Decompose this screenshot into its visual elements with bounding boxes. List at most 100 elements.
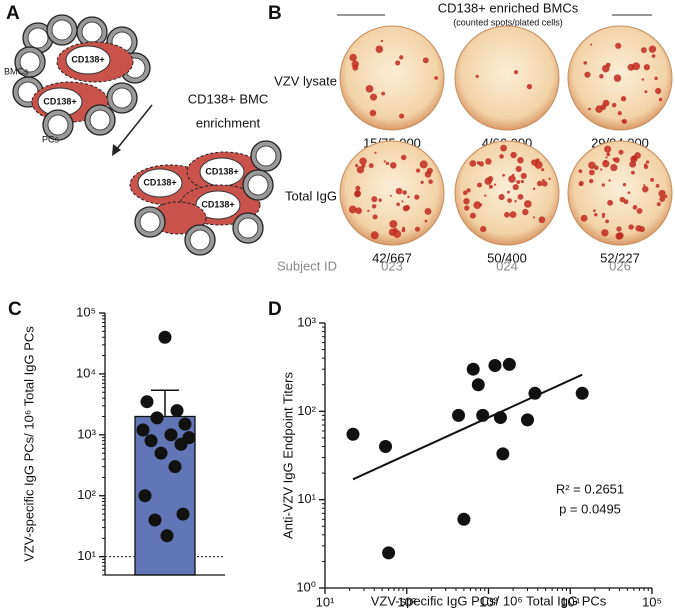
spot <box>485 158 492 165</box>
spot <box>374 151 377 154</box>
annotation: p = 0.0495 <box>559 501 621 516</box>
spot <box>622 182 627 187</box>
panel-letter: B <box>268 3 282 24</box>
spot <box>615 42 622 49</box>
spot <box>601 64 610 73</box>
panel-b: B CD138+ enriched BMCs (counted spots/pl… <box>268 0 673 273</box>
spot <box>372 214 378 220</box>
panel-title: CD138+ enriched BMCs <box>438 0 579 15</box>
spot <box>611 102 617 108</box>
spot <box>422 57 429 64</box>
x-tick-label: 10⁴ <box>560 594 580 609</box>
spot <box>643 64 651 71</box>
spot <box>605 156 608 159</box>
point <box>521 413 535 427</box>
count-label: 50/400 <box>487 250 527 265</box>
spot <box>487 176 494 182</box>
spot <box>488 184 493 189</box>
x-axis-label: VZV-specific IgG PCs/ 10⁶ Total IgG PCs <box>371 593 607 608</box>
spot <box>416 168 421 173</box>
marker-label: CD138+ <box>143 177 176 187</box>
spot <box>355 185 361 191</box>
dot <box>140 395 154 409</box>
spot <box>380 39 384 43</box>
spot <box>601 229 609 237</box>
spot <box>617 111 622 116</box>
spot <box>610 163 618 172</box>
spot <box>475 74 479 78</box>
spot <box>507 190 510 194</box>
spot <box>632 62 641 71</box>
spot <box>508 175 516 183</box>
spot <box>469 212 476 219</box>
spot <box>520 172 527 179</box>
spot <box>414 226 420 232</box>
subject-label: Subject ID <box>277 258 337 273</box>
spot <box>393 230 402 238</box>
spot <box>588 169 595 176</box>
spot <box>500 144 507 152</box>
spot <box>510 151 517 159</box>
dot <box>154 446 168 460</box>
panel-letter: D <box>268 299 282 320</box>
spot <box>478 203 483 207</box>
spot <box>643 184 646 187</box>
spot <box>655 184 660 188</box>
spot <box>590 43 593 46</box>
point <box>488 359 502 373</box>
bmc-label: BMCs <box>4 66 29 76</box>
marker-label: CD138+ <box>205 166 238 176</box>
spot <box>349 53 357 62</box>
spot <box>536 180 543 187</box>
spot <box>601 215 605 219</box>
spot <box>424 171 432 178</box>
spot <box>583 61 588 65</box>
spot <box>504 211 510 218</box>
spot <box>658 97 663 102</box>
point <box>502 357 516 371</box>
y-tick-label: 10² <box>297 403 316 418</box>
dot <box>144 434 158 448</box>
spot <box>648 45 657 53</box>
spot <box>368 163 374 169</box>
marker-label: CD138+ <box>43 96 76 106</box>
spot <box>618 149 624 155</box>
spot <box>627 191 631 195</box>
spot <box>414 194 420 200</box>
spot <box>498 193 505 201</box>
spot <box>401 200 404 203</box>
dot <box>150 411 164 425</box>
spot <box>356 166 365 174</box>
spot <box>650 177 655 182</box>
spot <box>631 170 635 175</box>
spot <box>395 60 401 66</box>
spot <box>606 152 611 157</box>
spot <box>599 74 604 79</box>
spot <box>348 205 357 214</box>
spot <box>502 173 505 177</box>
spot <box>593 209 596 213</box>
x-tick-label: 10³ <box>479 594 498 609</box>
spot <box>383 160 386 163</box>
spot <box>402 190 407 195</box>
well <box>454 25 560 131</box>
spot <box>593 165 599 171</box>
y-tick-label: 10³ <box>77 426 96 441</box>
spot <box>548 177 551 180</box>
annotation: R² = 0.2651 <box>556 481 624 496</box>
spot <box>621 119 625 123</box>
pc-label: PCs <box>42 134 60 144</box>
spot <box>605 219 609 224</box>
dot <box>174 437 188 451</box>
spot <box>493 183 497 186</box>
spot <box>623 199 629 205</box>
spot <box>607 199 614 206</box>
spot <box>484 194 487 197</box>
point <box>452 408 466 422</box>
spot <box>588 161 596 169</box>
point <box>346 427 360 441</box>
point <box>379 439 393 453</box>
spot <box>541 181 548 187</box>
spot <box>511 173 515 177</box>
spot <box>355 207 362 214</box>
